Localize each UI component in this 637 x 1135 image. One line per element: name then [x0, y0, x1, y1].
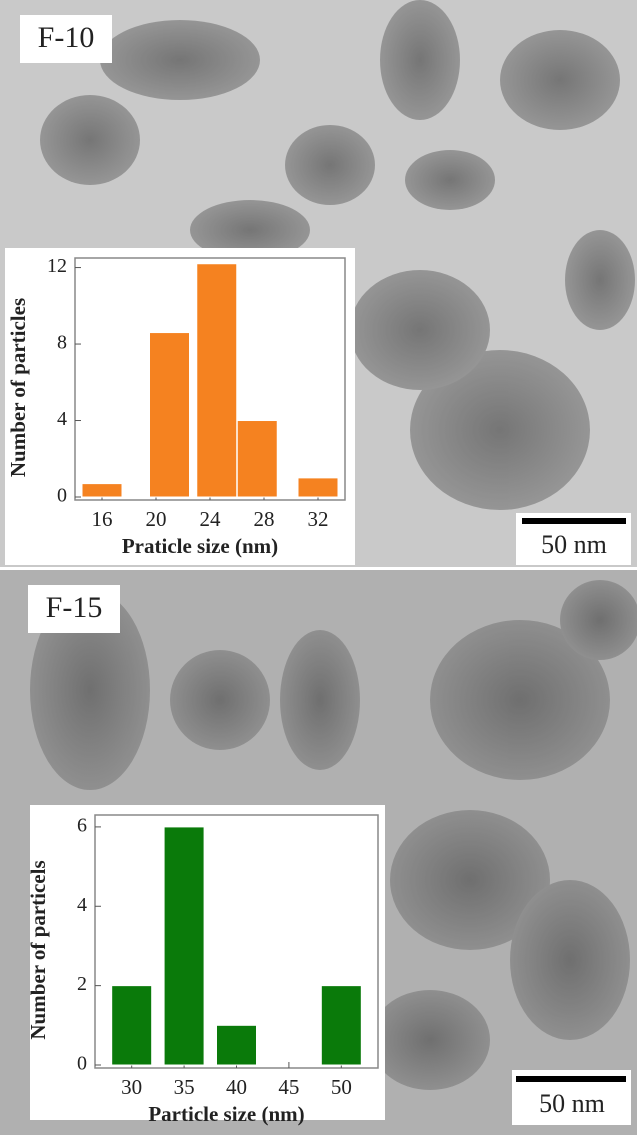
- x-tick-label: 45: [278, 1075, 299, 1099]
- x-tick-label: 16: [92, 507, 113, 531]
- bar: [82, 484, 122, 497]
- x-tick-label: 24: [200, 507, 222, 531]
- y-tick-label: 2: [77, 973, 87, 995]
- x-tick-label: 50: [331, 1075, 352, 1099]
- y-tick-label: 4: [57, 408, 67, 430]
- x-tick-label: 30: [121, 1075, 142, 1099]
- scale-label: 50 nm: [539, 1089, 605, 1118]
- y-tick-label: 0: [57, 485, 67, 507]
- page: F-10 F-15 50 nm 50 nm 048121620242832Pra…: [0, 0, 637, 1135]
- bar: [150, 333, 190, 497]
- x-tick-label: 20: [146, 507, 167, 531]
- bar: [237, 421, 277, 497]
- bar: [321, 986, 361, 1065]
- x-axis-title: Particle size (nm): [148, 1102, 304, 1126]
- y-tick-label: 12: [47, 255, 67, 277]
- scale-label: 50 nm: [541, 530, 607, 559]
- x-tick-label: 40: [226, 1075, 247, 1099]
- bar: [164, 827, 204, 1065]
- bar: [112, 986, 152, 1065]
- y-tick-label: 0: [77, 1053, 87, 1075]
- x-tick-label: 28: [254, 507, 275, 531]
- bar: [197, 264, 237, 497]
- x-axis-title: Praticle size (nm): [122, 534, 278, 558]
- bar: [217, 1025, 257, 1065]
- panel-label: F-10: [38, 21, 95, 54]
- bar: [298, 478, 338, 497]
- panel-label: F-15: [46, 591, 103, 624]
- figure: F-10 F-15 50 nm 50 nm 048121620242832Pra…: [0, 0, 637, 1135]
- x-tick-label: 32: [308, 507, 329, 531]
- x-tick-label: 35: [174, 1075, 195, 1099]
- y-axis-title: Number of particles: [6, 298, 30, 477]
- y-tick-label: 6: [77, 814, 87, 836]
- y-tick-label: 4: [77, 894, 87, 916]
- y-tick-label: 8: [57, 332, 67, 354]
- y-axis-title: Number of particels: [26, 860, 50, 1039]
